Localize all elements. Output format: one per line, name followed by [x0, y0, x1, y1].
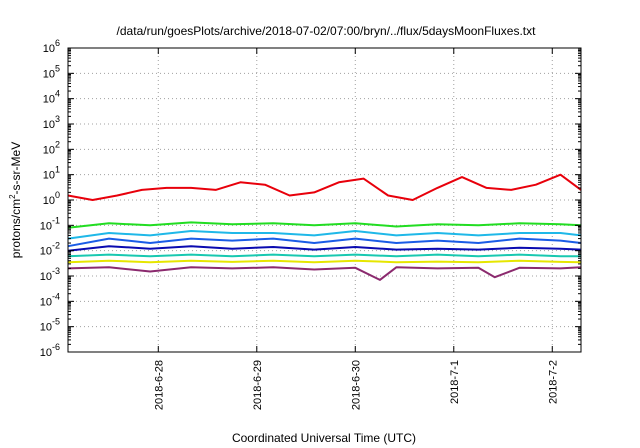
x-tick-label: 2018-6-30 [350, 360, 362, 410]
y-tick-label: 10-3 [40, 266, 60, 283]
series-line-7 [67, 266, 582, 281]
y-axis-label-rest: -s-sr-MeV [9, 142, 23, 195]
x-tick-label: 2018-6-28 [153, 360, 165, 410]
x-tick-label: 2018-7-1 [449, 360, 461, 404]
y-axis-label-main: protons/cm [9, 199, 23, 258]
series-line-0 [67, 173, 582, 201]
y-tick-label: 101 [43, 165, 60, 182]
y-tick-label: 10-2 [40, 241, 60, 258]
y-tick-label: 103 [43, 114, 60, 131]
gridlines [68, 48, 581, 352]
x-axis-label: Coordinated Universal Time (UTC) [232, 431, 416, 445]
series-line-6 [67, 259, 582, 264]
y-ticks: 106 105 104 103 102 101 100 10-1 10-2 10-3 10-4 10-… [40, 38, 581, 359]
y-tick-label: 100 [43, 190, 60, 207]
y-tick-label: 105 [43, 63, 60, 80]
y-axis-label: protons/cm2-s-sr-MeV [8, 142, 23, 258]
series-line-5 [67, 253, 581, 258]
y-axis-label-sup: 2 [8, 194, 17, 199]
y-tick-label: 104 [43, 89, 60, 106]
series-line-2 [67, 230, 582, 240]
series-line-4 [67, 245, 582, 252]
series-line-3 [67, 237, 582, 248]
y-tick-label: 106 [43, 38, 60, 55]
y-tick-label: 10-5 [40, 317, 60, 334]
y-tick-label: 10-6 [40, 342, 60, 359]
x-tick-label: 2018-7-2 [547, 360, 559, 404]
x-ticks: 2018-6-28 2018-6-29 2018-6-30 2018-7-1 2018-… [153, 48, 559, 410]
series-line-1 [67, 221, 582, 229]
chart-title: /data/run/goesPlots/archive/2018-07-02/0… [117, 24, 537, 38]
x-tick-label: 2018-6-29 [252, 360, 264, 410]
y-tick-label: 102 [43, 139, 60, 156]
y-tick-label: 10-1 [40, 215, 60, 232]
series-lines [67, 173, 582, 281]
y-tick-label: 10-4 [40, 291, 60, 308]
